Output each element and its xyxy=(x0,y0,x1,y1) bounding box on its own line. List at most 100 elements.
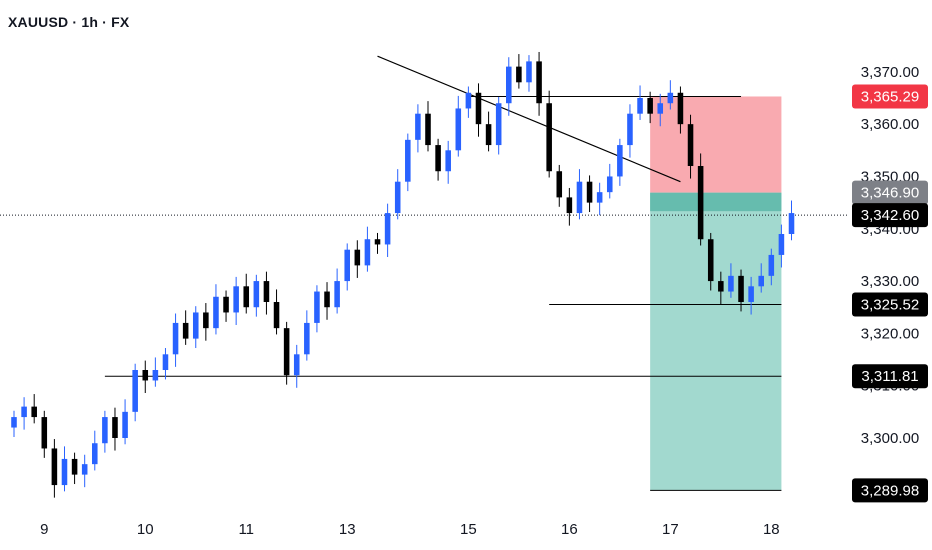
candle-10 xyxy=(112,407,118,451)
candle-body xyxy=(192,312,199,339)
candle-body xyxy=(405,139,411,182)
candle-body xyxy=(435,145,441,172)
candle-72 xyxy=(738,269,744,312)
y-tick-label: 3,330.00 xyxy=(861,273,919,290)
candle-body xyxy=(627,113,633,146)
candle-body xyxy=(213,296,219,329)
candle-60 xyxy=(617,138,623,186)
candle-43 xyxy=(445,140,451,184)
candle-body xyxy=(718,281,724,292)
candle-30 xyxy=(314,285,320,333)
price-tag-label: 3,311.81 xyxy=(861,368,918,385)
candle-body xyxy=(495,103,502,146)
x-tick-label: 13 xyxy=(339,521,356,538)
price-tag-box xyxy=(852,84,928,109)
candle-body xyxy=(354,249,361,266)
candle-body xyxy=(788,213,795,234)
candle-27 xyxy=(283,321,290,385)
candle-body xyxy=(394,181,401,214)
candle-16 xyxy=(172,313,179,367)
candle-15 xyxy=(162,348,169,380)
candle-body xyxy=(263,281,270,302)
candle-body xyxy=(102,417,108,444)
price-tag: 3,325.52 xyxy=(852,292,928,317)
candle-body xyxy=(778,234,785,255)
candle-19 xyxy=(203,303,209,341)
candle-body xyxy=(415,113,421,140)
candle-body xyxy=(445,150,451,172)
candle-62 xyxy=(637,85,643,120)
y-tick-label: 3,370.00 xyxy=(861,64,919,81)
price-tag-box xyxy=(852,292,928,317)
price-tag-box xyxy=(852,203,928,228)
candle-69 xyxy=(707,232,714,291)
x-tick-label: 17 xyxy=(662,521,679,538)
candle-33 xyxy=(344,243,350,291)
candle-body xyxy=(283,328,290,376)
candle-body xyxy=(92,443,98,465)
candle-14 xyxy=(152,357,159,387)
candle-body xyxy=(304,322,310,355)
candle-61 xyxy=(627,104,633,158)
candle-body xyxy=(526,61,532,83)
candle-13 xyxy=(142,360,149,394)
candle-body xyxy=(546,103,552,172)
candle-body xyxy=(566,197,573,214)
candle-58 xyxy=(596,182,603,216)
price-tag: 3,289.98 xyxy=(852,478,928,503)
candle-body xyxy=(576,181,583,214)
candle-63 xyxy=(647,91,653,124)
candle-39 xyxy=(405,133,411,192)
candle-body xyxy=(768,254,775,276)
candle-body xyxy=(556,171,563,198)
candle-body xyxy=(61,458,68,486)
candle-50 xyxy=(516,54,522,89)
candle-body xyxy=(758,275,764,287)
candle-body xyxy=(425,113,431,146)
candle-body xyxy=(697,166,704,240)
candle-body xyxy=(21,406,27,418)
x-tick-label: 9 xyxy=(40,521,48,538)
candle-body xyxy=(748,286,754,302)
candle-49 xyxy=(506,57,512,116)
candle-body xyxy=(31,406,37,418)
candle-5 xyxy=(61,446,68,492)
candle-body xyxy=(475,92,482,125)
candle-body xyxy=(596,192,603,203)
candle-body xyxy=(374,239,381,245)
candle-body xyxy=(243,286,250,308)
candle-8 xyxy=(92,430,98,471)
candle-42 xyxy=(435,138,441,181)
candle-20 xyxy=(213,284,219,335)
candle-body xyxy=(182,322,189,339)
candle-body xyxy=(364,239,371,266)
price-tag: 3,342.60 xyxy=(852,203,928,228)
x-tick-label: 18 xyxy=(763,521,780,538)
candle-18 xyxy=(192,306,199,349)
candle-body xyxy=(536,61,542,104)
candle-75 xyxy=(768,248,775,286)
candle-59 xyxy=(606,163,613,199)
candle-57 xyxy=(586,175,593,213)
candle-24 xyxy=(253,274,260,317)
price-tag-box xyxy=(852,180,928,205)
candle-56 xyxy=(576,169,583,220)
candle-body xyxy=(152,370,159,381)
candle-body xyxy=(738,275,744,302)
candle-body xyxy=(455,108,462,151)
candle-body xyxy=(586,181,593,203)
candle-body xyxy=(273,302,280,329)
candle-26 xyxy=(273,289,280,335)
price-tag: 3,311.81 xyxy=(852,364,928,389)
price-tag-label: 3,342.60 xyxy=(861,207,919,224)
candle-body xyxy=(384,213,391,245)
candle-body xyxy=(506,66,512,104)
candle-body xyxy=(485,124,492,146)
candle-body xyxy=(465,92,472,109)
candle-37 xyxy=(384,203,391,258)
candle-40 xyxy=(415,104,421,153)
candle-29 xyxy=(304,310,310,361)
candle-body xyxy=(233,286,239,313)
